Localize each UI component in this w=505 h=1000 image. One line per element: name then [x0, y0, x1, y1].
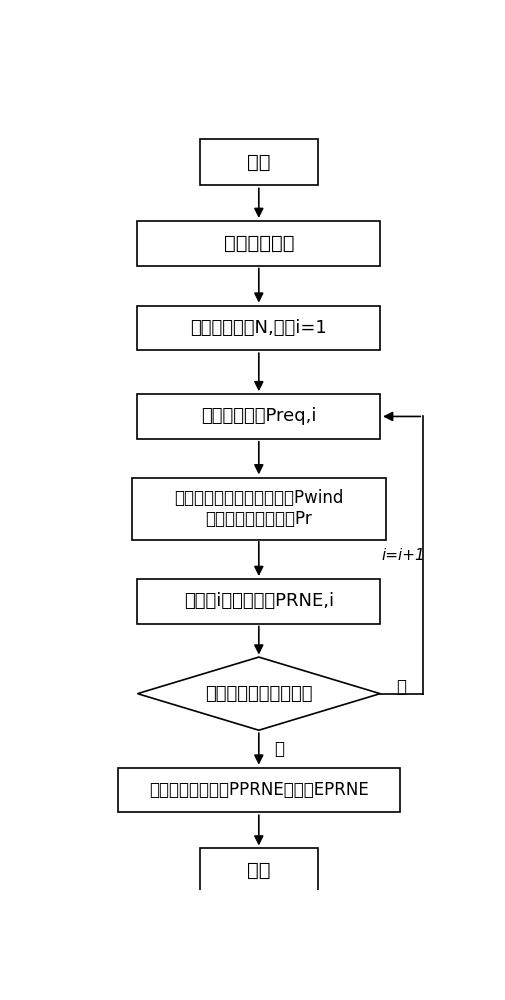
Text: 开始: 开始: [247, 153, 271, 172]
FancyBboxPatch shape: [200, 139, 318, 185]
FancyBboxPatch shape: [137, 306, 380, 350]
FancyBboxPatch shape: [200, 848, 318, 893]
FancyBboxPatch shape: [137, 221, 380, 266]
Text: 设置循环次数N,并置i=1: 设置循环次数N,并置i=1: [190, 319, 327, 337]
Text: 计算调峰缺口概率PPRNE及期望EPRNE: 计算调峰缺口概率PPRNE及期望EPRNE: [149, 781, 369, 799]
Text: 输入原始数据: 输入原始数据: [224, 234, 294, 253]
Text: i=i+1: i=i+1: [382, 548, 426, 563]
Text: 全部级别模拟是否结束: 全部级别模拟是否结束: [205, 685, 313, 703]
FancyBboxPatch shape: [132, 478, 386, 540]
Text: 结束: 结束: [247, 861, 271, 880]
FancyBboxPatch shape: [137, 579, 380, 624]
Text: 计算调峰需求Preq,i: 计算调峰需求Preq,i: [201, 407, 317, 425]
Polygon shape: [137, 657, 380, 730]
Text: 计算第i次调峰缺口PRNE,i: 计算第i次调峰缺口PRNE,i: [184, 592, 334, 610]
FancyBboxPatch shape: [118, 768, 400, 812]
Text: 抽样数据，计算新能源出力Pwind
和常规电源调峰容量Pr: 抽样数据，计算新能源出力Pwind 和常规电源调峰容量Pr: [174, 489, 343, 528]
FancyBboxPatch shape: [137, 394, 380, 439]
Text: 是: 是: [275, 740, 284, 758]
Text: 否: 否: [396, 678, 406, 696]
